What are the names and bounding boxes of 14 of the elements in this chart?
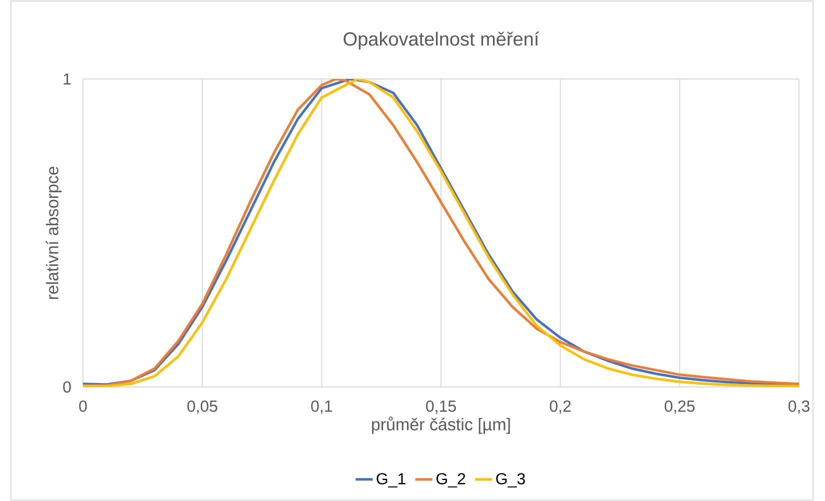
y-axis-title: relativní absorpce [46,166,62,299]
x-tick-label: 0,1 [311,400,332,414]
y-tick-label: 1 [64,73,71,84]
x-tick-label: 0 [79,400,87,412]
legend-label: G_1 [376,473,406,488]
chart-title: Opakovatelnost měření [344,32,540,50]
x-axis-title: průměr částic [µm] [372,416,510,434]
x-tick-label: 0,2 [550,400,571,414]
x-tick-label: 0,25 [664,400,695,414]
x-tick-label: 0,3 [788,400,810,414]
legend-label: G_2 [436,473,466,488]
x-tick-label: 0,15 [426,400,456,414]
x-tick-label: 0,05 [187,400,218,414]
legend-label: G_3 [496,473,525,488]
